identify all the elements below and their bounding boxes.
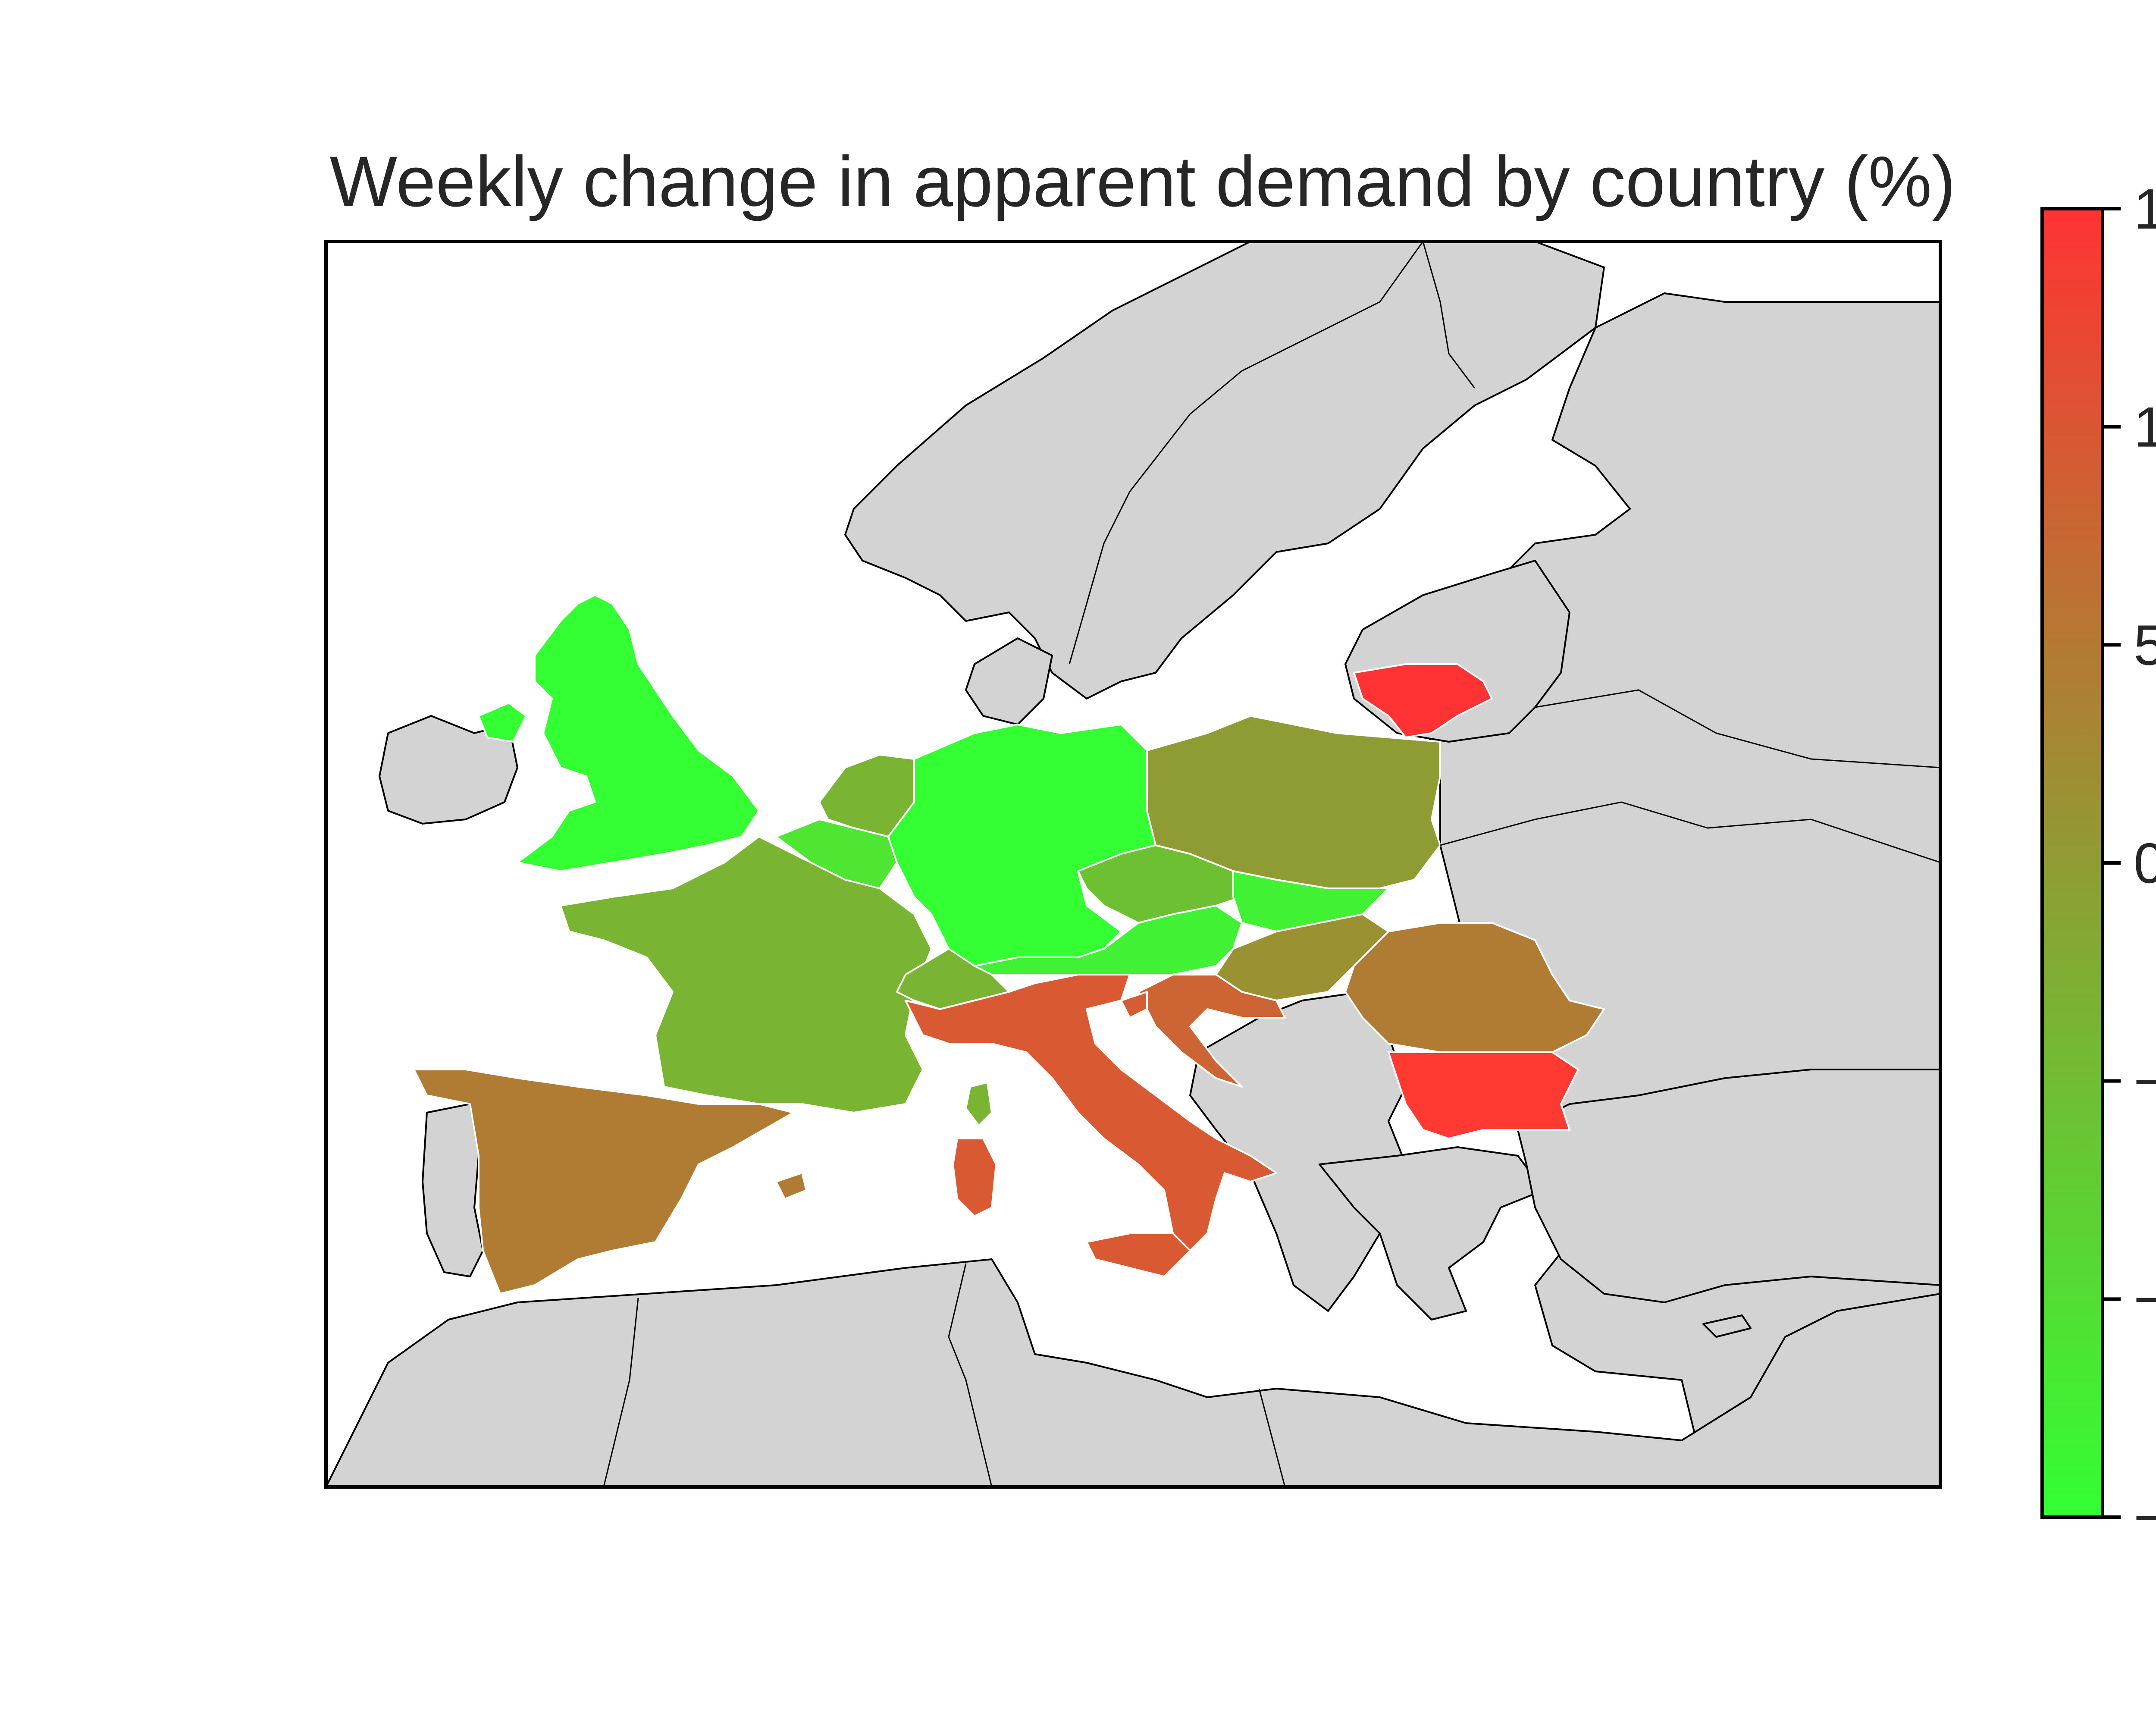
island-balearic: [775, 1172, 807, 1200]
island-cyprus: [1702, 1314, 1752, 1338]
country-lithuania: [1353, 663, 1493, 738]
region-north-africa: [326, 1258, 1940, 1487]
country-austria: [974, 905, 1243, 975]
map-area: [326, 242, 1940, 1487]
country-germany: [887, 724, 1156, 967]
island-corsica: [965, 1082, 993, 1126]
colorbar-tick-label: 0: [2134, 831, 2156, 895]
colorbar-tick-label: −5: [2134, 1050, 2156, 1113]
country-denmark: [965, 637, 1053, 725]
island-sardinia: [952, 1138, 997, 1217]
island-sicily: [1086, 1233, 1191, 1277]
colorbar-tick-label: 15: [2134, 177, 2156, 241]
country-czechia: [1077, 844, 1243, 924]
country-turkey: [1517, 1069, 1940, 1303]
border-norway-sweden: [1069, 242, 1424, 665]
colorbar-tick-label: 5: [2134, 613, 2156, 677]
country-bulgaria: [1388, 1051, 1579, 1139]
country-romania: [1344, 922, 1605, 1053]
country-italy: [905, 974, 1277, 1251]
colorbar-tick-label: −10: [2134, 1267, 2156, 1331]
colorbar-gradient: [2040, 207, 2104, 1519]
colorbar: 15 10 5 0 −5 −10 −15: [2040, 177, 2156, 1549]
country-greece: [1319, 1146, 1545, 1320]
colorbar-ticks: 15 10 5 0 −5 −10 −15: [2103, 177, 2156, 1549]
country-scandinavia: [844, 242, 1605, 699]
border-africa-2: [948, 1263, 993, 1487]
country-slovenia: [1120, 991, 1148, 1019]
map-frame: [324, 240, 1942, 1489]
border-africa-1: [603, 1298, 639, 1487]
colorbar-tick-label: −15: [2134, 1486, 2156, 1549]
country-northern-ireland: [478, 702, 527, 743]
country-ireland: [379, 715, 518, 825]
border-eastern-2: [1440, 801, 1940, 863]
country-croatia: [1138, 974, 1286, 1088]
country-united-kingdom: [517, 594, 760, 872]
border-eastern-1: [1535, 689, 1940, 768]
country-spain: [413, 1069, 794, 1295]
map-title: Weekly change in apparent demand by coun…: [329, 142, 1956, 222]
colorbar-tick-label: 10: [2134, 395, 2156, 459]
border-africa-3: [1258, 1388, 1286, 1487]
border-sweden-finland: [1422, 242, 1476, 389]
country-france: [560, 836, 932, 1113]
